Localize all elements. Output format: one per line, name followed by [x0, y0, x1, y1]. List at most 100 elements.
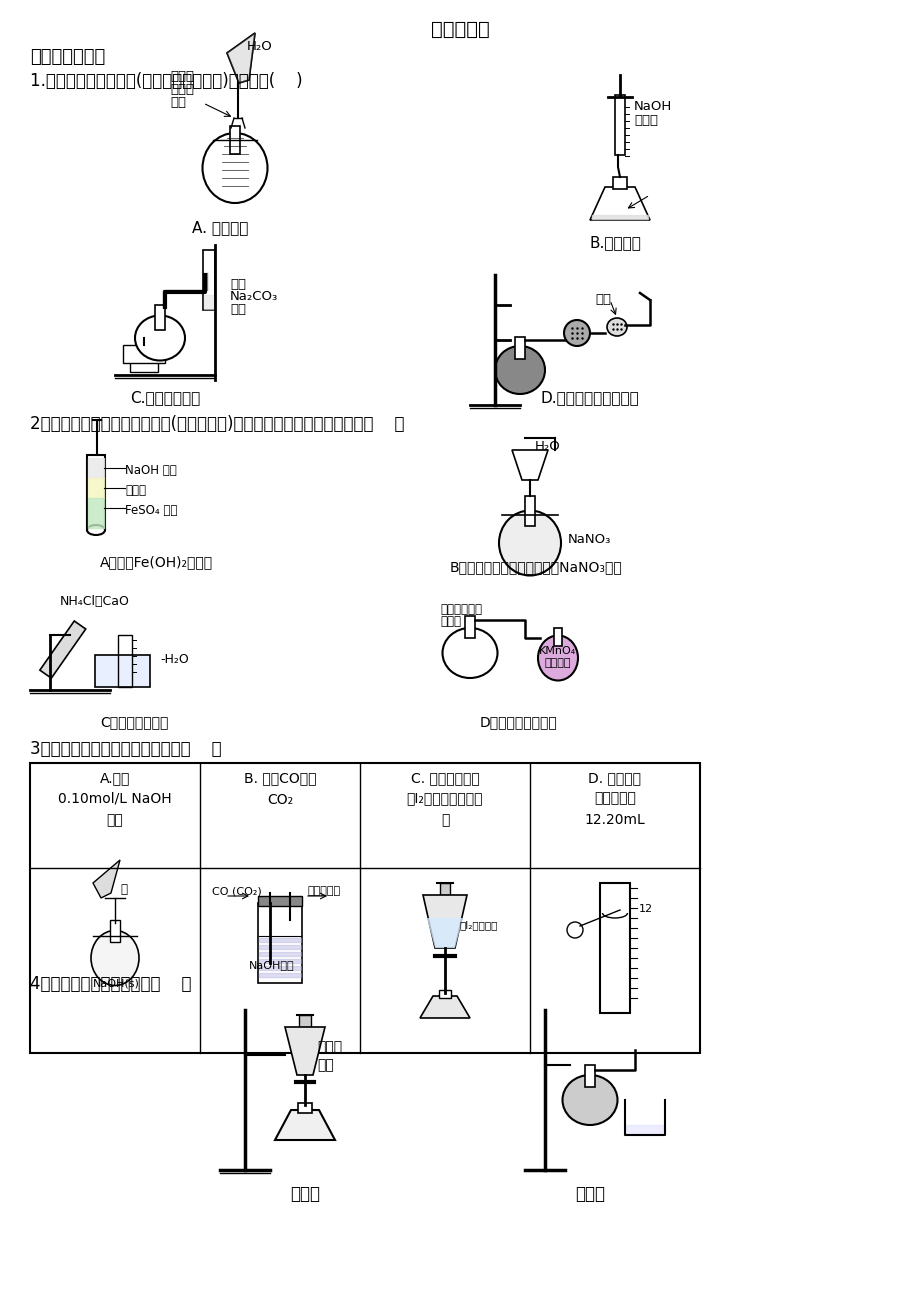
Bar	[154, 305, 165, 329]
Polygon shape	[285, 1027, 324, 1075]
Polygon shape	[227, 33, 255, 83]
Bar	[123, 345, 165, 363]
Text: NaOH溶液: NaOH溶液	[249, 960, 294, 970]
Ellipse shape	[202, 133, 267, 203]
Text: NH₄Cl和CaO: NH₄Cl和CaO	[60, 595, 130, 608]
Text: B．配制一定物质的量浓度的NaNO₃溶液: B．配制一定物质的量浓度的NaNO₃溶液	[449, 560, 622, 574]
Bar	[257, 904, 301, 983]
Text: 相切: 相切	[170, 96, 186, 109]
Text: Na₂CO₃: Na₂CO₃	[230, 290, 278, 303]
Ellipse shape	[562, 1075, 617, 1125]
Text: 一、仪器的使用: 一、仪器的使用	[30, 48, 105, 66]
Polygon shape	[420, 996, 470, 1018]
Polygon shape	[423, 894, 467, 948]
Text: H₂O: H₂O	[246, 40, 272, 53]
Ellipse shape	[498, 510, 561, 575]
Text: H₂O: H₂O	[535, 440, 561, 453]
Ellipse shape	[494, 346, 544, 395]
Text: CO₂: CO₂	[267, 793, 293, 807]
Ellipse shape	[91, 931, 139, 986]
Polygon shape	[227, 33, 255, 83]
Bar	[599, 883, 630, 1013]
Text: 饱和: 饱和	[230, 279, 245, 292]
Polygon shape	[140, 326, 148, 339]
Text: CO (CO₂): CO (CO₂)	[211, 885, 262, 896]
Bar	[110, 921, 119, 943]
Text: B. 除去CO中的: B. 除去CO中的	[244, 771, 316, 785]
Text: 4．下列实验操作正确的是（    ）: 4．下列实验操作正确的是（ ）	[30, 975, 191, 993]
Text: 12: 12	[639, 904, 652, 914]
Text: 溶液: 溶液	[107, 812, 123, 827]
Text: D. 记录滴定: D. 记录滴定	[588, 771, 641, 785]
Ellipse shape	[135, 315, 185, 361]
Text: 液面与: 液面与	[170, 70, 194, 83]
Text: 酸性溶液: 酸性溶液	[544, 658, 571, 668]
Bar	[515, 337, 525, 359]
Text: C．实验室制取氨: C．实验室制取氨	[100, 715, 168, 729]
Text: 水相: 水相	[317, 1059, 334, 1072]
Ellipse shape	[442, 628, 497, 678]
Text: 乙醇和浓硫酸: 乙醇和浓硫酸	[439, 603, 482, 616]
Polygon shape	[275, 1111, 335, 1141]
Text: KMnO₄: KMnO₄	[539, 646, 576, 656]
Ellipse shape	[607, 318, 627, 336]
Text: A.配制: A.配制	[99, 771, 130, 785]
Text: 棉花: 棉花	[595, 293, 610, 306]
Bar	[118, 635, 131, 687]
Text: NaOH 溶液: NaOH 溶液	[125, 464, 176, 477]
Bar	[584, 1065, 595, 1087]
Text: A．观察Fe(OH)₂的生成: A．观察Fe(OH)₂的生成	[100, 555, 213, 569]
Text: 作: 作	[440, 812, 448, 827]
Text: NaOH(s): NaOH(s)	[93, 978, 140, 988]
Text: 12.20mL: 12.20mL	[584, 812, 644, 827]
Bar	[553, 628, 562, 646]
Text: 植物油: 植物油	[125, 484, 146, 497]
Bar	[464, 616, 474, 638]
Bar	[299, 1016, 311, 1027]
Text: 装置乙: 装置乙	[574, 1185, 605, 1203]
Bar	[230, 126, 240, 154]
Text: C. 苯萃取碘水中: C. 苯萃取碘水中	[410, 771, 479, 785]
Text: 混合液: 混合液	[439, 615, 460, 628]
Text: 有机相: 有机相	[317, 1040, 342, 1055]
Text: 水: 水	[119, 883, 127, 896]
Text: 刻度线: 刻度线	[170, 83, 194, 96]
Bar	[614, 95, 624, 155]
Text: C.制备乙酸乙酯: C.制备乙酸乙酯	[130, 391, 200, 405]
Text: 的I₂分出水层后的操: 的I₂分出水层后的操	[406, 792, 482, 805]
Text: -H₂O: -H₂O	[160, 654, 188, 667]
Text: 装置甲: 装置甲	[289, 1185, 320, 1203]
Text: D．验证乙烯的生成: D．验证乙烯的生成	[480, 715, 557, 729]
Bar	[439, 883, 449, 894]
Text: 含I₂的苯溶液: 含I₂的苯溶液	[460, 921, 498, 930]
Text: B.中和滴定: B.中和滴定	[588, 234, 641, 250]
Text: 2．下列实验中，所使用的装置(夹持装置略)、试剂和操作方法都正确的是（    ）: 2．下列实验中，所使用的装置(夹持装置略)、试剂和操作方法都正确的是（ ）	[30, 415, 404, 434]
Polygon shape	[512, 450, 548, 480]
Bar	[203, 250, 215, 310]
Text: 待测液: 待测液	[633, 115, 657, 128]
Bar	[525, 496, 535, 526]
Text: 3．下列有关实验的选项正确的是（    ）: 3．下列有关实验的选项正确的是（ ）	[30, 740, 221, 758]
Bar	[95, 655, 150, 687]
Text: 终点读数为: 终点读数为	[594, 792, 635, 805]
Bar	[298, 1103, 312, 1113]
Text: 1.下列实验操作或装置(略去部分夹持仪器)正确的是(    ): 1.下列实验操作或装置(略去部分夹持仪器)正确的是( )	[30, 72, 302, 90]
Text: 接干燥装置: 接干燥装置	[308, 885, 341, 896]
Text: 溶液: 溶液	[230, 303, 245, 316]
Text: NaNO₃: NaNO₃	[567, 533, 611, 546]
Bar	[87, 454, 105, 530]
Bar	[257, 896, 301, 906]
Text: NaOH: NaOH	[633, 100, 672, 113]
Ellipse shape	[563, 320, 589, 346]
Text: 0.10mol/L NaOH: 0.10mol/L NaOH	[58, 792, 172, 805]
Polygon shape	[40, 621, 85, 678]
Polygon shape	[589, 187, 650, 220]
Text: A. 配制溶液: A. 配制溶液	[191, 220, 248, 234]
Bar	[30, 763, 699, 1053]
Text: D.制备收集干燥的氨气: D.制备收集干燥的氨气	[540, 391, 639, 405]
Ellipse shape	[87, 525, 105, 535]
Text: 综合实验题: 综合实验题	[430, 20, 489, 39]
Bar	[612, 177, 627, 189]
Ellipse shape	[538, 635, 577, 681]
Polygon shape	[426, 918, 462, 948]
